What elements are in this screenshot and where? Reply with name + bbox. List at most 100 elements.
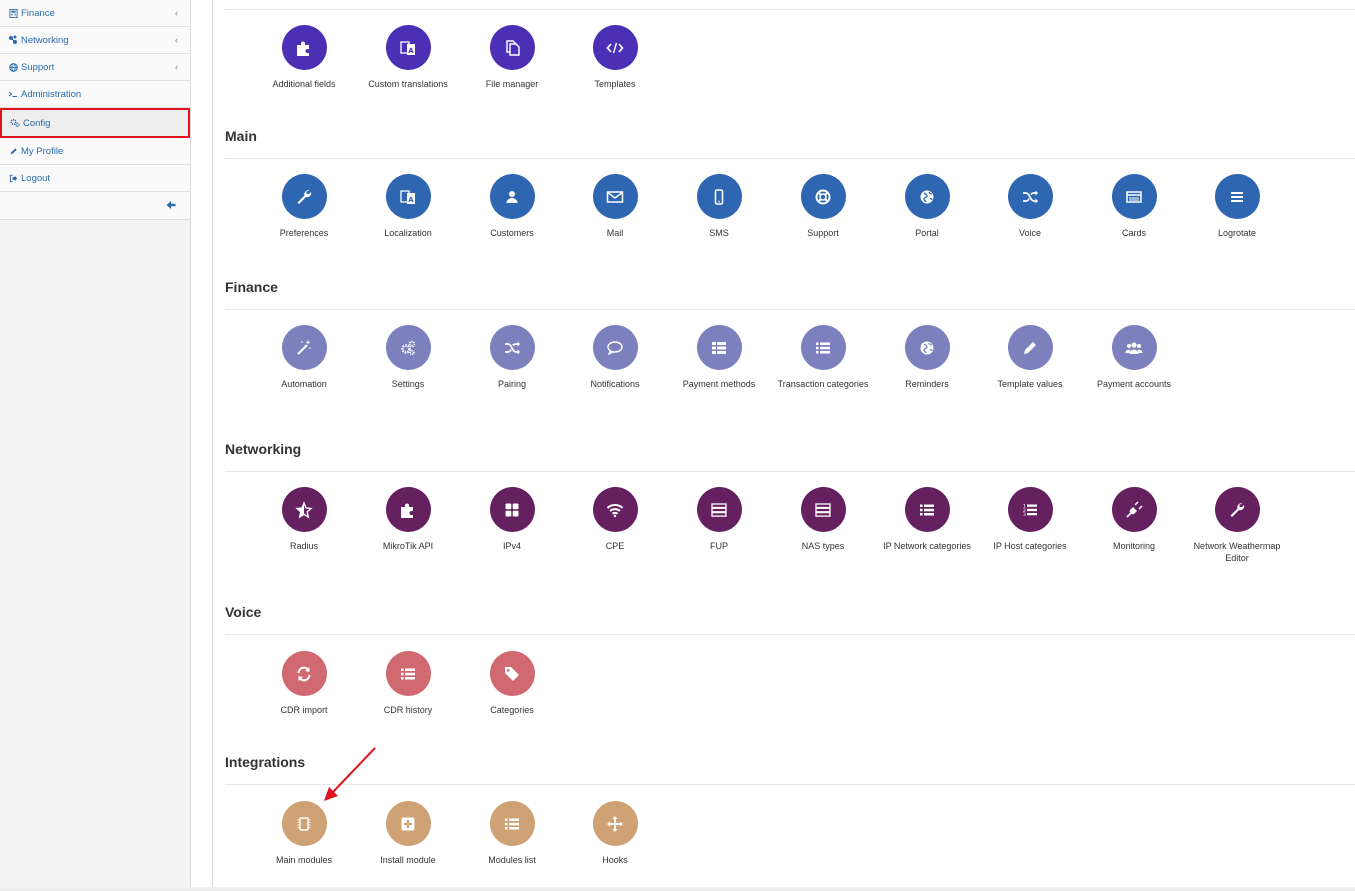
sidebar-item-label: Config <box>23 117 51 129</box>
tile-radius[interactable]: Radius <box>252 487 356 552</box>
tile-label: Logrotate <box>1217 228 1257 238</box>
sidebar-item-my-profile[interactable]: My Profile <box>0 138 190 165</box>
sidebar-collapse-button[interactable] <box>0 192 190 219</box>
section-title-integrations: Integrations <box>225 754 306 770</box>
tile-template-values[interactable]: Template values <box>978 325 1082 390</box>
tile-automation[interactable]: Automation <box>252 325 356 390</box>
tile-payment-accounts[interactable]: Payment accounts <box>1082 325 1186 390</box>
sidebar-menu: Finance ‹ Networking ‹ Support ‹ Adminis… <box>0 0 190 220</box>
section-title-networking: Networking <box>225 441 302 457</box>
tile-mikrotik-api[interactable]: MikroTik API <box>356 487 460 552</box>
tile-cdr-import[interactable]: CDR import <box>252 651 356 716</box>
tile-cards[interactable]: Cards <box>1082 174 1186 239</box>
tile-label: FUP <box>710 541 728 551</box>
tile-payment-methods[interactable]: Payment methods <box>667 325 771 390</box>
globe-icon <box>904 174 950 219</box>
tile-portal[interactable]: Portal <box>875 174 979 239</box>
tile-label: Preferences <box>279 228 329 238</box>
tile-settings[interactable]: Settings <box>356 325 460 390</box>
sidebar-item-label: Logout <box>21 172 51 184</box>
tile-ipv4[interactable]: IPv4 <box>460 487 564 552</box>
network-icon <box>8 35 18 45</box>
plug-icon <box>1111 487 1157 532</box>
sidebar-item-label: Finance <box>21 7 55 19</box>
tile-cdr-history[interactable]: CDR history <box>356 651 460 716</box>
tile-hooks[interactable]: Hooks <box>563 801 667 866</box>
tile-logrotate[interactable]: Logrotate <box>1185 174 1289 239</box>
tile-label: Localization <box>384 228 432 238</box>
tile-file-manager[interactable]: File manager <box>460 25 564 90</box>
bottom-edge <box>0 887 1355 891</box>
plus-square-icon <box>385 801 431 846</box>
tile-label: Notifications <box>590 379 640 389</box>
tile-label: Transaction categories <box>777 379 869 389</box>
svg-text:A: A <box>408 47 414 55</box>
tags-icon <box>489 651 535 696</box>
tile-label: Modules list <box>488 855 536 865</box>
tile-voice[interactable]: Voice <box>978 174 1082 239</box>
divider <box>225 158 1355 159</box>
tile-label: Automation <box>281 379 327 389</box>
sidebar-item-logout[interactable]: Logout <box>0 165 190 192</box>
list-icon <box>696 325 742 370</box>
sidebar-item-networking[interactable]: Networking ‹ <box>0 27 190 54</box>
tile-nas-types[interactable]: NAS types <box>771 487 875 552</box>
sidebar-item-config[interactable]: Config <box>0 108 190 138</box>
sidebar-item-label: My Profile <box>21 145 64 157</box>
sidebar-item-support[interactable]: Support ‹ <box>0 54 190 81</box>
tile-support[interactable]: Support <box>771 174 875 239</box>
chip-icon <box>281 801 327 846</box>
tile-customers[interactable]: Customers <box>460 174 564 239</box>
tile-localization[interactable]: A Localization <box>356 174 460 239</box>
tile-sms[interactable]: SMS <box>667 174 771 239</box>
tile-mail[interactable]: Mail <box>563 174 667 239</box>
divider <box>225 634 1355 635</box>
tile-categories[interactable]: Categories <box>460 651 564 716</box>
users-icon <box>1111 325 1157 370</box>
divider <box>225 471 1355 472</box>
terminal-icon <box>8 89 18 99</box>
tile-label: Custom translations <box>368 79 448 89</box>
tile-templates[interactable]: Templates <box>563 25 667 90</box>
tile-fup[interactable]: FUP <box>667 487 771 552</box>
tile-preferences[interactable]: Preferences <box>252 174 356 239</box>
wifi-icon <box>592 487 638 532</box>
tile-cpe[interactable]: CPE <box>563 487 667 552</box>
tile-label: SMS <box>709 228 729 238</box>
tile-label: File manager <box>485 79 539 89</box>
divider <box>225 9 1355 10</box>
tile-label: Radius <box>289 541 318 551</box>
sidebar-item-administration[interactable]: Administration <box>0 81 190 108</box>
tile-custom-translations[interactable]: A Custom translations <box>356 25 460 90</box>
pencil-icon <box>1007 325 1053 370</box>
tile-install-module[interactable]: Install module <box>356 801 460 866</box>
code-icon <box>592 25 638 70</box>
tile-reminders[interactable]: Reminders <box>875 325 979 390</box>
sidebar-item-label: Networking <box>21 34 69 46</box>
tile-additional-fields[interactable]: Additional fields <box>252 25 356 90</box>
translate-icon: A <box>385 174 431 219</box>
tile-modules-list[interactable]: Modules list <box>460 801 564 866</box>
sidebar-item-finance[interactable]: Finance ‹ <box>0 0 190 27</box>
tile-ip-network-categories[interactable]: IP Network categories <box>875 487 979 552</box>
tile-label: Additional fields <box>272 79 336 89</box>
tile-label: Payment accounts <box>1096 379 1172 389</box>
svg-text:1: 1 <box>1023 503 1026 509</box>
tile-notifications[interactable]: Notifications <box>563 325 667 390</box>
svg-text:2: 2 <box>1023 507 1026 513</box>
tile-label: Settings <box>391 379 425 389</box>
tile-network-weathermap-editor[interactable]: Network Weathermap Editor <box>1185 487 1289 564</box>
tile-label: Support <box>807 228 839 238</box>
tile-pairing[interactable]: Pairing <box>460 325 564 390</box>
annotation-arrow <box>324 747 376 801</box>
server-icon <box>696 487 742 532</box>
tile-label: Categories <box>490 705 534 715</box>
tile-main-modules[interactable]: Main modules <box>252 801 356 866</box>
tile-transaction-categories[interactable]: Transaction categories <box>771 325 875 390</box>
tile-monitoring[interactable]: Monitoring <box>1082 487 1186 552</box>
tile-label: Portal <box>915 228 939 238</box>
section-title-voice: Voice <box>225 604 262 620</box>
server-icon <box>800 487 846 532</box>
